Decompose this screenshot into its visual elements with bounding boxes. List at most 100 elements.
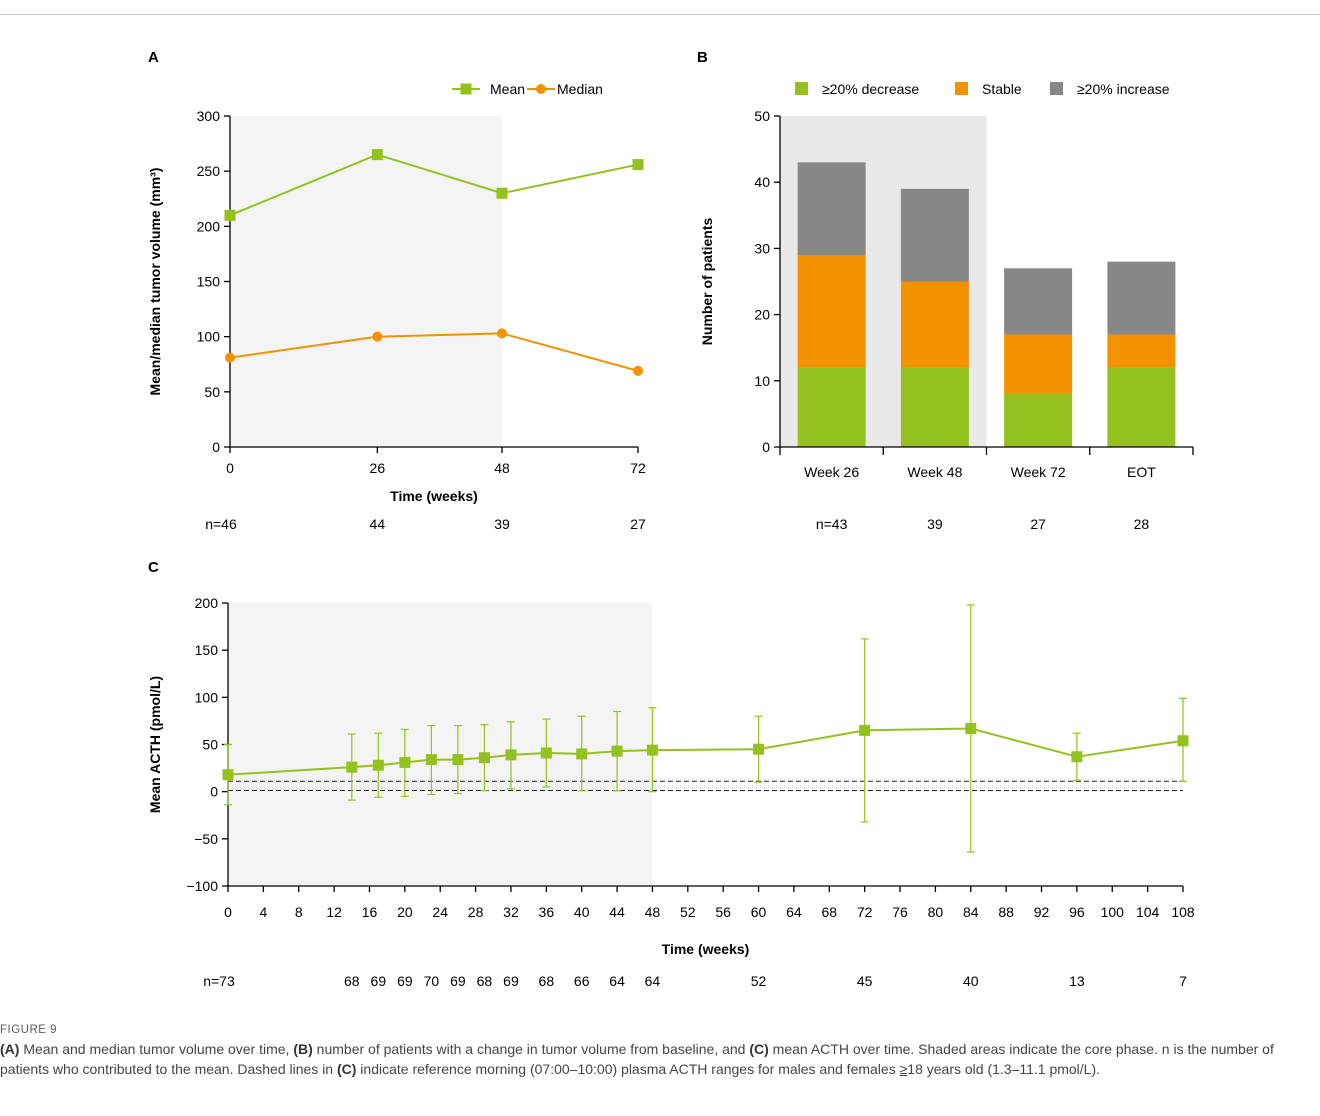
series-line-mean <box>229 153 639 217</box>
y-tick-label: 0 <box>212 439 220 455</box>
data-point-mean-acth <box>611 745 623 757</box>
data-point-mean <box>632 159 644 171</box>
data-point-mean-acth <box>1177 735 1189 747</box>
x-tick-label: 60 <box>751 904 767 920</box>
n-label: 69 <box>371 973 387 989</box>
data-point-median <box>497 328 507 339</box>
series-line-median <box>229 332 639 372</box>
bar-segment <box>900 281 969 368</box>
caption-panel-c: (C) <box>749 1041 769 1057</box>
bar-segment <box>797 162 866 256</box>
y-tick-label: 150 <box>197 274 221 290</box>
panel-b: B 0 10 20 30 40 50 Week 26 Week 48 Week 72 EOT Num… <box>697 49 1194 532</box>
y-tick-label: 100 <box>197 329 221 345</box>
caption-text-d: indicate reference morning (07:00–10:00)… <box>356 1060 900 1077</box>
y-tick-label: 250 <box>197 163 221 179</box>
bar-segment <box>900 367 969 447</box>
n-label: 64 <box>609 973 625 989</box>
x-tick-label: 80 <box>928 904 944 920</box>
shaded-core-phase <box>228 603 653 886</box>
data-point-mean-acth <box>372 759 384 771</box>
x-tick-label: 52 <box>680 904 696 920</box>
n-label: 7 <box>1179 973 1187 989</box>
figure-label: FIGURE 9 <box>0 1024 58 1036</box>
x-axis-title: Time (weeks) <box>662 941 750 957</box>
x-tick-label: 108 <box>1171 904 1195 920</box>
x-tick-label: 40 <box>574 904 590 920</box>
x-tick-label: 20 <box>397 904 413 920</box>
panel-a: A 0 50 100 150 200 250 300 0 26 48 72 Time (weeks) M… <box>147 49 646 532</box>
y-tick-label: 0 <box>762 439 770 455</box>
caption-text-e: 18 years old (1.3–11.1 pmol/L). <box>907 1060 1101 1077</box>
panel-c-letter: C <box>148 559 159 576</box>
x-tick-label: 36 <box>539 904 555 920</box>
n-label: 44 <box>370 516 386 532</box>
x-tick-label: 88 <box>998 904 1014 920</box>
data-point-mean-acth <box>753 743 765 755</box>
data-point-mean-acth <box>576 748 588 760</box>
category-label: Week 26 <box>804 464 859 480</box>
legend-marker <box>460 83 472 95</box>
category-label: Week 48 <box>907 464 962 480</box>
n-label: 69 <box>450 973 466 989</box>
data-point-mean-acth <box>478 752 490 764</box>
legend-swatch <box>955 82 968 95</box>
x-tick-label: 26 <box>370 460 386 476</box>
caption-panel-a: (A) <box>0 1041 20 1057</box>
n-label: 70 <box>424 973 440 989</box>
category-label: Week 72 <box>1011 464 1066 480</box>
x-tick-label: 32 <box>503 904 519 920</box>
data-point-mean <box>371 149 383 161</box>
y-tick-label: 50 <box>754 108 770 124</box>
data-point-median <box>225 352 235 363</box>
caption-text-a: Mean and median tumor volume over time, <box>19 1041 294 1057</box>
x-tick-label: 48 <box>645 904 661 920</box>
x-tick-label: 16 <box>362 904 378 920</box>
legend-marker <box>536 84 546 94</box>
bar-segment <box>1004 394 1073 447</box>
caption-text: (A) Mean and median tumor volume over ti… <box>0 1040 1316 1079</box>
x-tick-label: 72 <box>857 904 873 920</box>
x-tick-label: 4 <box>259 904 267 920</box>
legend-label: Stable <box>982 81 1022 97</box>
x-tick-label: 24 <box>432 904 448 920</box>
n-label: n=43 <box>816 516 848 532</box>
data-point-mean-acth <box>452 754 464 766</box>
data-point-mean-acth <box>1071 751 1083 763</box>
n-label: 39 <box>494 516 510 532</box>
n-label: 27 <box>630 516 646 532</box>
bar-segment <box>1004 334 1073 395</box>
n-label: 45 <box>857 973 873 989</box>
n-label: n=73 <box>203 973 235 989</box>
caption-panel-c-ref: (C) <box>336 1060 357 1077</box>
y-tick-label: 10 <box>754 373 770 389</box>
x-tick-label: 0 <box>224 904 232 920</box>
data-point-median <box>372 331 383 342</box>
legend-swatch <box>1050 82 1063 95</box>
legend-swatch <box>795 82 808 95</box>
n-label: 69 <box>397 973 413 989</box>
legend-label: ≥20% decrease <box>822 81 919 97</box>
y-tick-label: 50 <box>204 384 220 400</box>
y-tick-label: −50 <box>194 831 218 847</box>
y-tick-label: 150 <box>195 642 219 658</box>
x-tick-label: 92 <box>1034 904 1050 920</box>
data-point-mean-acth <box>346 761 358 773</box>
x-tick-label: 100 <box>1101 904 1125 920</box>
x-tick-label: 56 <box>715 904 731 920</box>
bar-segment <box>797 367 866 447</box>
y-tick-label: 0 <box>210 784 218 800</box>
x-axis-title: Time (weeks) <box>390 488 478 504</box>
bar-segment <box>1004 268 1073 335</box>
x-tick-label: 64 <box>786 904 802 920</box>
n-label: 64 <box>645 973 661 989</box>
y-tick-label: 200 <box>195 595 219 611</box>
caption-text-b: number of patients with a change in tumo… <box>312 1041 750 1057</box>
legend-label: Median <box>557 81 603 97</box>
x-tick-label: 12 <box>326 904 342 920</box>
y-tick-label: 20 <box>754 307 770 323</box>
n-label: 66 <box>574 973 590 989</box>
figure-caption: FIGURE 9 (A) Mean and median tumor volum… <box>0 1024 1316 1079</box>
y-tick-label: 100 <box>195 689 219 705</box>
